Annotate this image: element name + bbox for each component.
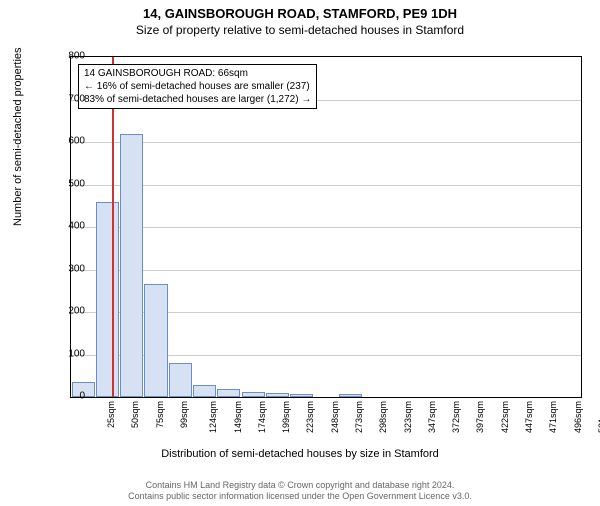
y-tick-label: 400 <box>68 221 85 232</box>
annotation-line-2: ← 16% of semi-detached houses are smalle… <box>84 80 311 93</box>
x-axis-label: Distribution of semi-detached houses by … <box>0 448 600 460</box>
chart-title-address: 14, GAINSBOROUGH ROAD, STAMFORD, PE9 1DH <box>0 6 600 21</box>
x-tick-label: 99sqm <box>179 401 189 428</box>
annotation-line-1: 14 GAINSBOROUGH ROAD: 66sqm <box>84 67 311 80</box>
x-tick-label: 298sqm <box>378 401 388 433</box>
x-tick-label: 397sqm <box>475 401 485 433</box>
gridline <box>71 227 581 228</box>
y-tick-label: 0 <box>79 391 85 402</box>
histogram-bar <box>96 202 119 398</box>
footer-attribution: Contains HM Land Registry data © Crown c… <box>0 480 600 502</box>
x-tick-label: 496sqm <box>573 401 583 433</box>
y-tick-label: 100 <box>68 348 85 359</box>
x-tick-label: 124sqm <box>208 401 218 433</box>
histogram-bar <box>217 389 240 398</box>
histogram-bar <box>169 363 192 397</box>
footer-line-2: Contains public sector information licen… <box>0 491 600 502</box>
x-tick-label: 422sqm <box>500 401 510 433</box>
gridline <box>71 142 581 143</box>
y-tick-label: 200 <box>68 306 85 317</box>
x-tick-label: 248sqm <box>330 401 340 433</box>
gridline <box>71 270 581 271</box>
footer-line-1: Contains HM Land Registry data © Crown c… <box>0 480 600 491</box>
histogram-bar <box>120 134 143 398</box>
y-tick-label: 300 <box>68 263 85 274</box>
annotation-line-3: 83% of semi-detached houses are larger (… <box>84 93 311 106</box>
histogram-bar <box>290 394 313 397</box>
y-tick-label: 800 <box>68 51 85 62</box>
histogram-bar <box>242 392 265 397</box>
y-tick-label: 600 <box>68 136 85 147</box>
annotation-box: 14 GAINSBOROUGH ROAD: 66sqm ← 16% of sem… <box>78 64 317 109</box>
x-tick-label: 25sqm <box>106 401 116 428</box>
histogram-bar <box>193 385 216 397</box>
x-tick-label: 347sqm <box>427 401 437 433</box>
chart-subtitle: Size of property relative to semi-detach… <box>0 23 600 37</box>
y-axis-label: Number of semi-detached properties <box>12 47 24 226</box>
x-tick-label: 50sqm <box>130 401 140 428</box>
x-tick-label: 447sqm <box>524 401 534 433</box>
histogram-bar <box>339 394 362 397</box>
gridline <box>71 185 581 186</box>
x-tick-label: 471sqm <box>548 401 558 433</box>
x-tick-label: 149sqm <box>233 401 243 433</box>
x-tick-label: 174sqm <box>257 401 267 433</box>
y-tick-label: 500 <box>68 178 85 189</box>
x-tick-label: 323sqm <box>403 401 413 433</box>
x-tick-label: 75sqm <box>155 401 165 428</box>
x-tick-label: 372sqm <box>451 401 461 433</box>
x-tick-label: 199sqm <box>281 401 291 433</box>
histogram-bar <box>266 393 289 397</box>
histogram-bar <box>144 284 167 397</box>
y-tick-label: 700 <box>68 93 85 104</box>
x-tick-label: 273sqm <box>354 401 364 433</box>
x-tick-label: 223sqm <box>305 401 315 433</box>
